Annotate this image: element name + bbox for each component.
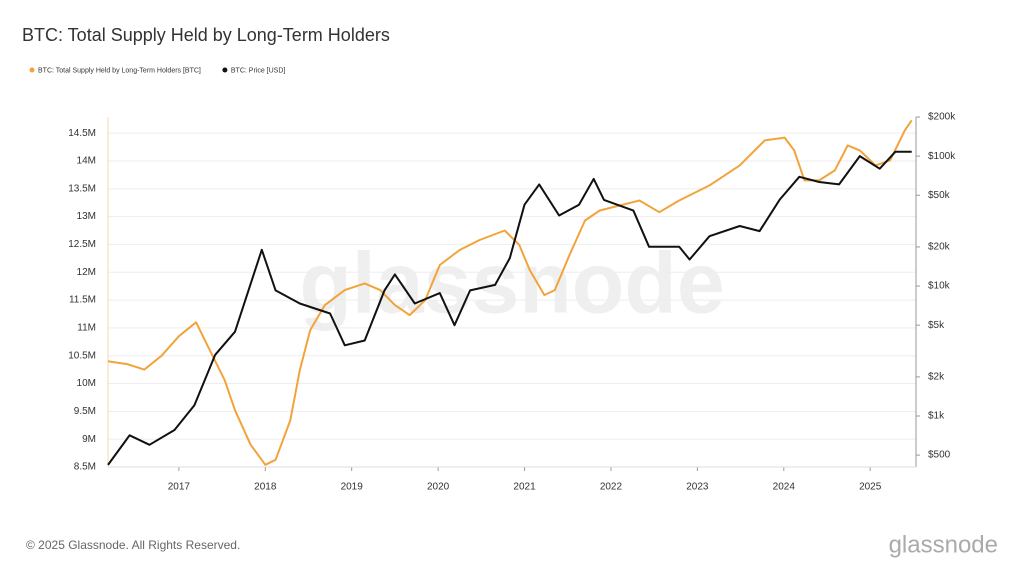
y2-tick-label: $100k xyxy=(928,151,956,162)
y-tick-label: 8.5M xyxy=(74,462,96,473)
y-tick-label: 11.5M xyxy=(69,295,96,306)
legend-swatch xyxy=(29,67,35,73)
x-tick-label: 2017 xyxy=(168,482,191,493)
x-tick-label: 2020 xyxy=(427,482,450,493)
y2-tick-label: $200k xyxy=(928,112,956,123)
y-tick-label: 12M xyxy=(77,267,96,278)
y2-tick-label: $1k xyxy=(928,411,945,422)
footer: © 2025 Glassnode. All Rights Reserved. xyxy=(26,538,240,552)
y-tick-label: 9.5M xyxy=(74,406,96,417)
legend-label: BTC: Total Supply Held by Long-Term Hold… xyxy=(38,67,201,74)
y2-tick-label: $20k xyxy=(928,242,951,253)
x-tick-label: 2019 xyxy=(341,482,364,493)
y2-tick-label: $5k xyxy=(928,320,945,331)
y-tick-label: 13.5M xyxy=(68,183,96,194)
y-tick-label: 9M xyxy=(82,434,96,445)
x-tick-label: 2024 xyxy=(773,482,796,493)
y2-tick-label: $10k xyxy=(928,281,951,292)
y-tick-label: 10.5M xyxy=(68,350,96,361)
legend-swatch xyxy=(222,67,228,73)
x-tick-label: 2023 xyxy=(686,482,709,493)
series-line xyxy=(107,119,913,466)
y-tick-label: 11M xyxy=(77,323,96,334)
x-tick-label: 2018 xyxy=(254,482,277,493)
y2-tick-label: $50k xyxy=(928,190,951,201)
chart-title: BTC: Total Supply Held by Long-Term Hold… xyxy=(22,25,390,45)
y2-tick-label: $2k xyxy=(928,372,945,383)
y-tick-label: 14M xyxy=(77,156,96,167)
y-tick-label: 14.5M xyxy=(68,128,96,139)
x-tick-label: 2021 xyxy=(513,482,536,493)
y-tick-label: 12.5M xyxy=(68,239,96,250)
x-tick-label: 2025 xyxy=(859,482,882,493)
legend-label: BTC: Price [USD] xyxy=(231,67,286,74)
y2-tick-label: $500 xyxy=(928,450,951,461)
logo: glassnode xyxy=(889,531,998,558)
y-tick-label: 10M xyxy=(77,378,96,389)
y-tick-label: 13M xyxy=(77,211,96,222)
series-line xyxy=(107,150,912,466)
x-tick-label: 2022 xyxy=(600,482,623,493)
